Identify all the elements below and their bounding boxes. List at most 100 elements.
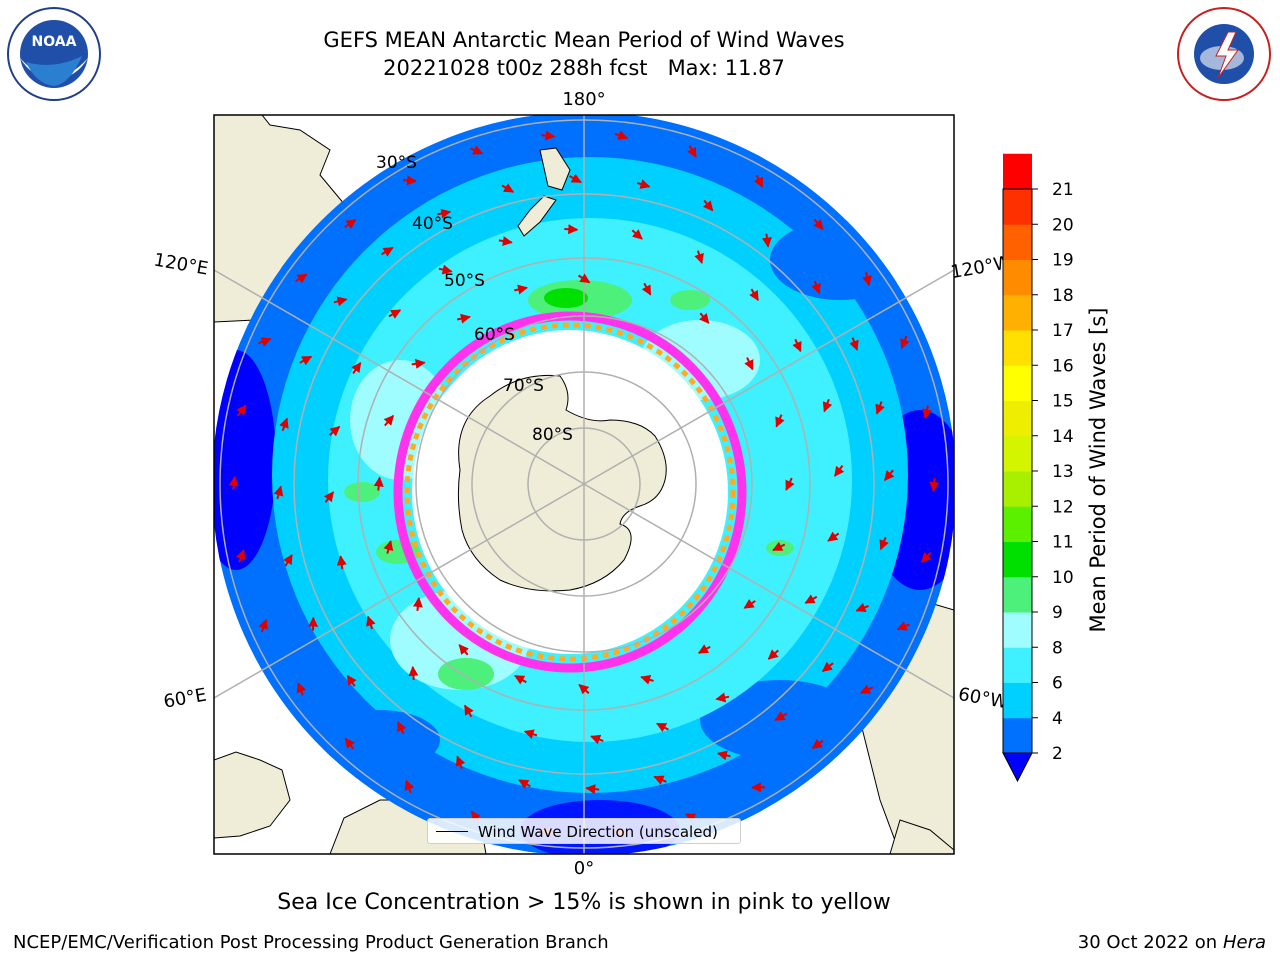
lon-label-180: 180° xyxy=(562,89,605,110)
wind-wave-arrow xyxy=(792,338,802,353)
wind-wave-arrow xyxy=(541,130,556,141)
colorbar-tick-label: 12 xyxy=(1052,497,1074,517)
wind-wave-arrow xyxy=(821,661,834,672)
colorbar-segment xyxy=(1003,506,1032,542)
legend-line-sample xyxy=(436,831,468,832)
colorbar-segment xyxy=(1003,224,1032,260)
colorbar-tick-label: 10 xyxy=(1052,568,1074,588)
credit-branch: NCEP/EMC/Verification Post Processing Pr… xyxy=(13,932,609,953)
colorbar-segment xyxy=(1003,717,1032,754)
colorbar-segment xyxy=(1003,294,1032,331)
wind-wave-arrow xyxy=(258,618,268,633)
wind-wave-arrow xyxy=(346,674,357,687)
wind-wave-arrow xyxy=(859,684,874,694)
map-frame xyxy=(213,114,955,855)
colorbar-tick-label: 17 xyxy=(1052,321,1074,341)
wind-wave-arrow xyxy=(258,337,272,347)
wind-wave-arrow xyxy=(585,784,600,795)
wind-wave-arrow xyxy=(929,477,940,492)
wind-wave-arrow xyxy=(408,665,419,680)
wind-wave-arrow xyxy=(518,779,531,789)
wind-wave-arrow xyxy=(785,477,795,491)
wind-wave-arrow xyxy=(404,779,415,794)
colorbar-segment xyxy=(1003,400,1032,437)
wind-wave-arrow xyxy=(578,683,590,695)
lat-label-60s: 60°S xyxy=(474,325,515,345)
wind-wave-arrow xyxy=(855,602,869,613)
wind-wave-arrow xyxy=(775,414,785,428)
wind-wave-arrow xyxy=(437,208,452,219)
colorbar-tick-label: 14 xyxy=(1052,427,1074,447)
noaa-logo: NOAA xyxy=(7,7,101,101)
wind-wave-arrow xyxy=(772,541,786,552)
wind-wave-arrow xyxy=(411,358,426,369)
wind-wave-arrow xyxy=(228,475,239,491)
wind-wave-arrow xyxy=(883,469,895,481)
wind-wave-arrow xyxy=(920,552,932,563)
wind-wave-arrow xyxy=(743,598,756,609)
wind-wave-arrow xyxy=(470,145,484,155)
wind-wave-arrow xyxy=(283,553,293,567)
colorbar-segment xyxy=(1003,435,1032,472)
wind-wave-arrow xyxy=(702,199,714,212)
wind-wave-arrow xyxy=(235,549,246,563)
svg-text:NOAA: NOAA xyxy=(32,34,77,50)
wind-wave-arrow xyxy=(351,361,362,374)
graticule xyxy=(214,115,954,854)
colorbar-tick-label: 18 xyxy=(1052,286,1074,306)
colorbar-tick-label: 2 xyxy=(1052,744,1063,764)
map-legend: Wind Wave Direction (unscaled) xyxy=(427,818,741,844)
wind-wave-arrow xyxy=(402,175,417,186)
wind-wave-arrow xyxy=(456,313,471,324)
antarctica-land xyxy=(457,374,667,592)
colorbar-segment xyxy=(1003,153,1032,190)
latitude-labels: 30°S 40°S 50°S 60°S 70°S 80°S xyxy=(376,153,573,445)
colorbar-tick-label: 11 xyxy=(1052,533,1074,553)
legend-label: Wind Wave Direction (unscaled) xyxy=(478,823,718,841)
lat-label-50s: 50°S xyxy=(444,271,485,291)
colorbar: 2 4 6 8 9 10 11 12 13 14 15 16 17 18 19 20 21 xyxy=(1002,153,1074,783)
wind-wave-arrow xyxy=(455,755,466,769)
map-subtitle: 20221028 t00z 288h fcst Max: 11.87 xyxy=(383,56,785,80)
lat-label-40s: 40°S xyxy=(412,214,453,234)
wind-wave-arrow xyxy=(900,335,910,350)
wind-wave-arrow xyxy=(498,236,513,246)
lon-label-60w: 60°W xyxy=(957,684,1010,713)
wind-wave-arrow xyxy=(744,357,754,371)
wind-wave-arrow xyxy=(804,594,818,604)
wind-wave-arrow xyxy=(697,644,711,654)
wind-wave-arrow xyxy=(366,615,376,630)
wind-wave-arrow xyxy=(236,404,247,417)
wind-wave-arrow xyxy=(656,722,669,733)
map-area: 30°S 40°S 50°S 60°S 70°S 80°S xyxy=(214,115,954,854)
wind-wave-arrow xyxy=(296,682,307,696)
colorbar-segment xyxy=(1003,612,1032,648)
wind-wave-arrow xyxy=(694,250,704,264)
colorbar-tick-label: 6 xyxy=(1052,674,1063,694)
colorbar-tick-label: 9 xyxy=(1052,603,1063,623)
wind-wave-arrow xyxy=(295,273,308,284)
credit-date: 30 Oct 2022 on Hera xyxy=(1078,932,1266,953)
wind-wave-arrow xyxy=(438,264,453,275)
wind-wave-arrow xyxy=(458,644,469,656)
wind-wave-arrow xyxy=(501,183,515,193)
wind-wave-arrow xyxy=(412,597,423,612)
wind-wave-arrow xyxy=(383,414,395,427)
colorbar-segment xyxy=(1003,576,1032,613)
wind-wave-arrow xyxy=(336,555,347,570)
wind-wave-arrow xyxy=(323,491,335,503)
lon-label-120e: 120°E xyxy=(152,249,210,279)
lat-label-30s: 30°S xyxy=(376,153,417,173)
colorbar-tick-label: 8 xyxy=(1052,638,1063,658)
wind-wave-arrow xyxy=(514,284,528,295)
wind-wave-arrow xyxy=(716,750,731,761)
colorbar-segment xyxy=(1003,330,1032,366)
wind-wave-arrow xyxy=(463,704,474,718)
wind-wave-arrow xyxy=(811,738,824,750)
lat-label-80s: 80°S xyxy=(532,425,573,445)
wind-wave-arrow xyxy=(631,229,643,240)
wind-wave-arrow xyxy=(827,531,840,542)
lon-label-0: 0° xyxy=(574,858,594,879)
colorbar-segment xyxy=(1003,189,1032,225)
